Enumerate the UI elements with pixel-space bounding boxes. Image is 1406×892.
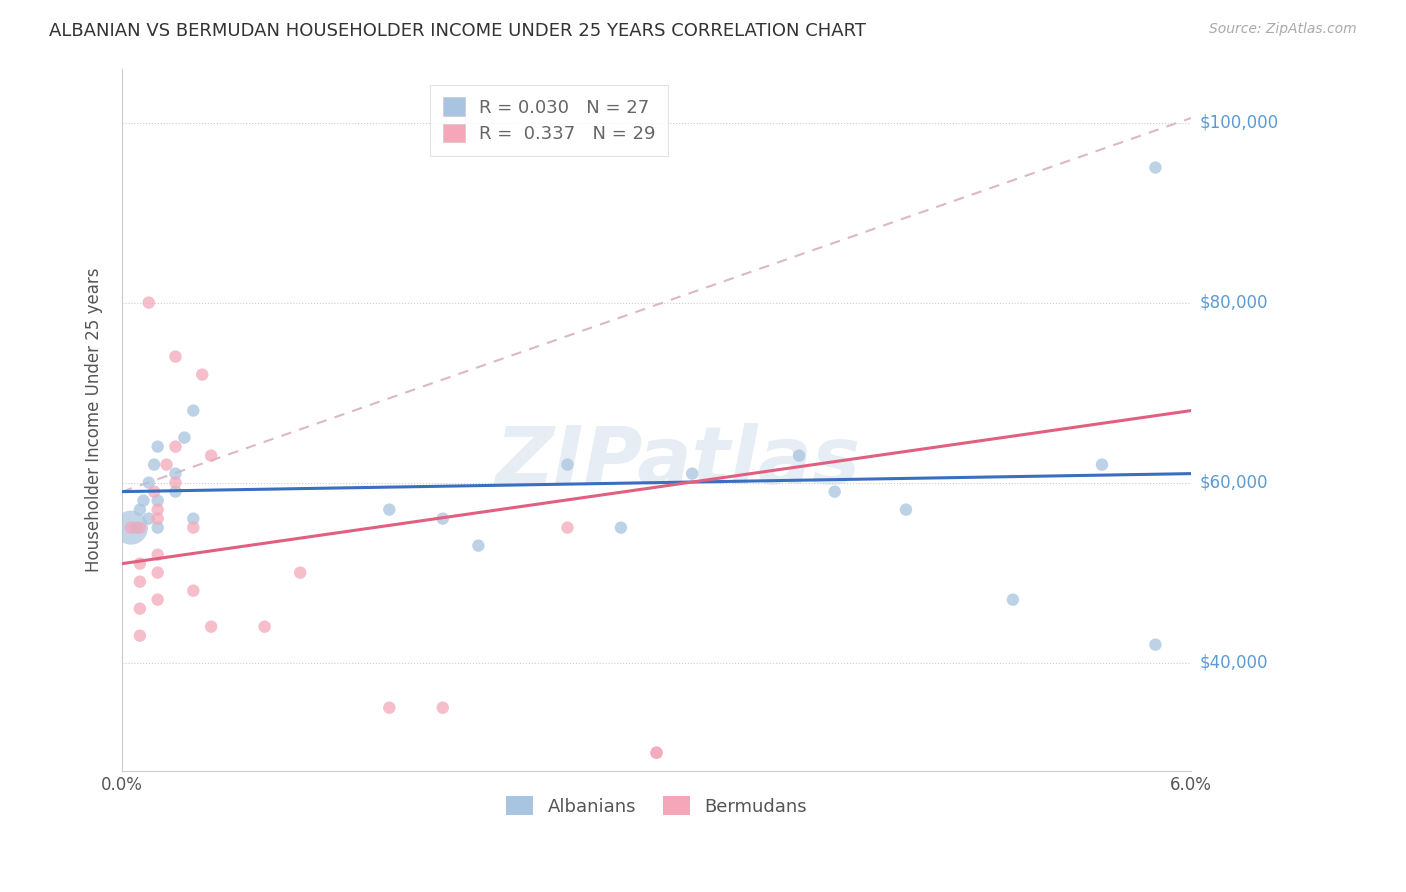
- Point: [146, 548, 169, 562]
- Text: Source: ZipAtlas.com: Source: ZipAtlas.com: [1209, 22, 1357, 37]
- Point: [165, 350, 187, 364]
- Text: ALBANIAN VS BERMUDAN HOUSEHOLDER INCOME UNDER 25 YEARS CORRELATION CHART: ALBANIAN VS BERMUDAN HOUSEHOLDER INCOME …: [49, 22, 866, 40]
- Point: [645, 746, 668, 760]
- Point: [181, 521, 204, 535]
- Point: [138, 475, 160, 490]
- Point: [681, 467, 703, 481]
- Legend: Albanians, Bermudans: Albanians, Bermudans: [496, 788, 817, 825]
- Point: [146, 521, 169, 535]
- Point: [165, 440, 187, 454]
- Point: [165, 484, 187, 499]
- Point: [253, 620, 276, 634]
- Point: [557, 521, 579, 535]
- Point: [894, 502, 917, 516]
- Point: [1001, 592, 1024, 607]
- Text: $80,000: $80,000: [1199, 293, 1268, 311]
- Point: [181, 511, 204, 525]
- Point: [128, 502, 150, 516]
- Point: [557, 458, 579, 472]
- Point: [432, 700, 454, 714]
- Point: [138, 511, 160, 525]
- Point: [432, 511, 454, 525]
- Text: ZIPatlas: ZIPatlas: [495, 423, 860, 500]
- Point: [146, 502, 169, 516]
- Point: [378, 502, 401, 516]
- Point: [128, 629, 150, 643]
- Point: [143, 458, 166, 472]
- Point: [143, 484, 166, 499]
- Point: [173, 431, 195, 445]
- Point: [146, 511, 169, 525]
- Point: [128, 521, 150, 535]
- Point: [181, 583, 204, 598]
- Point: [128, 574, 150, 589]
- Point: [1144, 161, 1167, 175]
- Point: [165, 467, 187, 481]
- Point: [200, 449, 222, 463]
- Point: [200, 620, 222, 634]
- Point: [155, 458, 177, 472]
- Point: [146, 592, 169, 607]
- Point: [290, 566, 312, 580]
- Point: [787, 449, 810, 463]
- Point: [128, 557, 150, 571]
- Point: [120, 521, 142, 535]
- Text: $100,000: $100,000: [1199, 113, 1278, 131]
- Point: [125, 521, 148, 535]
- Point: [146, 440, 169, 454]
- Point: [467, 539, 489, 553]
- Point: [181, 403, 204, 417]
- Point: [132, 493, 155, 508]
- Point: [378, 700, 401, 714]
- Point: [191, 368, 214, 382]
- Point: [1144, 638, 1167, 652]
- Point: [645, 746, 668, 760]
- Point: [128, 601, 150, 615]
- Point: [138, 295, 160, 310]
- Point: [1091, 458, 1114, 472]
- Point: [610, 521, 633, 535]
- Point: [146, 493, 169, 508]
- Text: $60,000: $60,000: [1199, 474, 1268, 491]
- Y-axis label: Householder Income Under 25 years: Householder Income Under 25 years: [86, 268, 103, 572]
- Point: [120, 521, 142, 535]
- Text: $40,000: $40,000: [1199, 654, 1268, 672]
- Point: [165, 475, 187, 490]
- Point: [146, 566, 169, 580]
- Point: [824, 484, 846, 499]
